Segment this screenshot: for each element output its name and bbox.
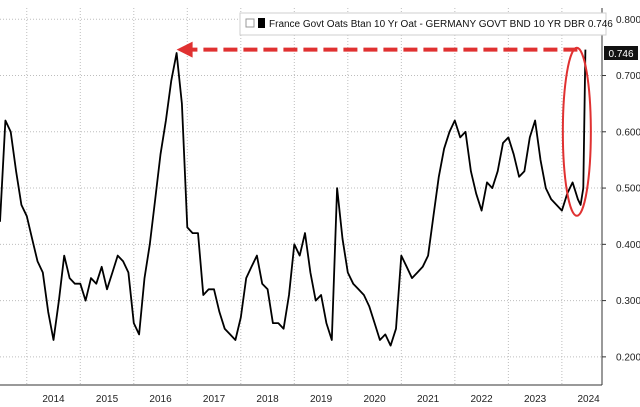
- x-tick-label: 2019: [310, 394, 333, 405]
- series-layer: [0, 49, 587, 347]
- x-tick-label: 2024: [577, 394, 600, 405]
- last-value-badge: [604, 46, 638, 60]
- legend-swatch: [258, 18, 265, 28]
- annotation-layer: [176, 41, 592, 217]
- legend-toggle-icon[interactable]: [245, 18, 255, 28]
- x-tick-label: 2017: [203, 394, 226, 405]
- x-tick-label: 2021: [417, 394, 440, 405]
- x-tick-label: 2014: [42, 394, 65, 405]
- annotation-circle: [561, 46, 592, 217]
- last-value-label: 0.746: [604, 46, 638, 60]
- annotation-arrowhead: [176, 41, 193, 58]
- x-tick-label: 2015: [96, 394, 119, 405]
- x-tick-label: 2016: [149, 394, 172, 405]
- y-tick-label: 0.700: [616, 71, 640, 82]
- legend-series-label: France Govt Oats Btan 10 Yr Oat - GERMAN…: [269, 19, 613, 30]
- x-tick-label: 2023: [524, 394, 547, 405]
- x-tick-label: 2022: [470, 394, 493, 405]
- y-tick-label: 0.600: [616, 127, 640, 138]
- series-line: [0, 49, 587, 347]
- y-tick-label: 0.300: [616, 296, 640, 307]
- y-tick-label: 0.400: [616, 240, 640, 251]
- y-tick-label: 0.800: [616, 15, 640, 26]
- legend: France Govt Oats Btan 10 Yr Oat - GERMAN…: [239, 12, 613, 36]
- tick-layer: 0.200 0.300 0.400 0.500 0.600 0.700 0.800 2014 2…: [0, 8, 640, 405]
- y-tick-label: 0.200: [616, 352, 640, 363]
- x-tick-label: 2018: [256, 394, 279, 405]
- x-tick-label: 2020: [363, 394, 386, 405]
- legend-box: [239, 12, 607, 36]
- last-value-text: 0.746: [608, 49, 633, 60]
- y-tick-label: 0.500: [616, 184, 640, 195]
